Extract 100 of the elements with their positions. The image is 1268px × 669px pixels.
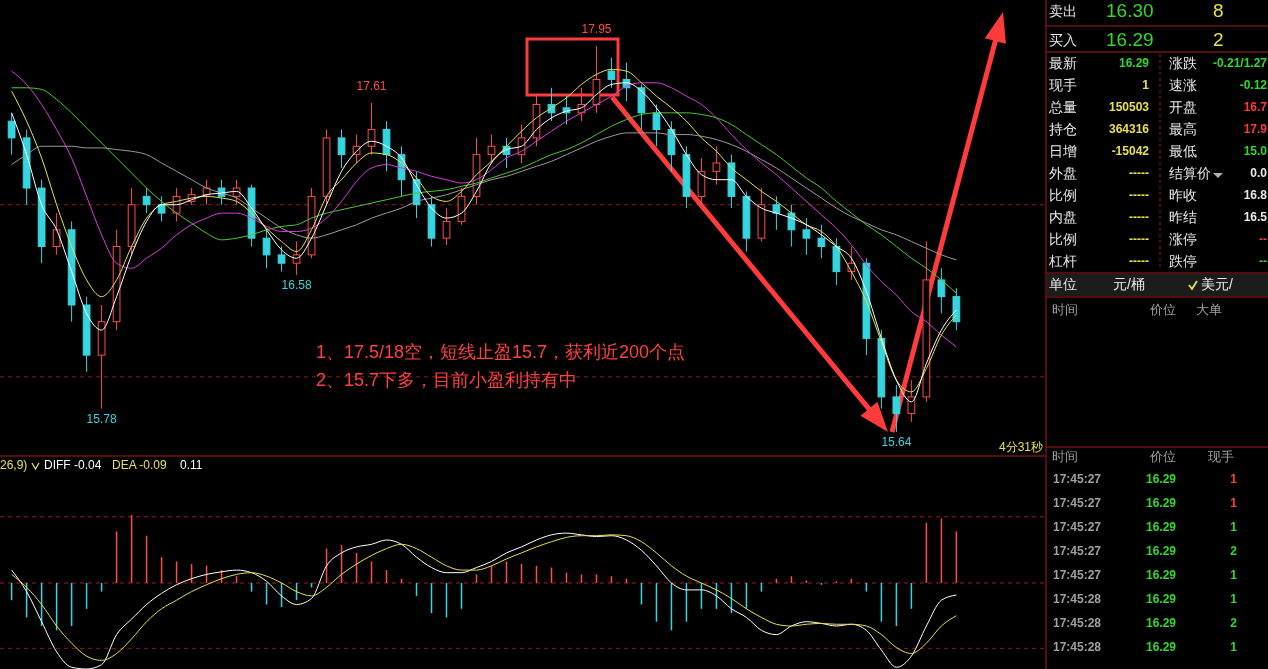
text: -----	[1129, 210, 1149, 225]
text: 150503	[1108, 100, 1150, 115]
text: 卖出	[1049, 2, 1077, 19]
text: 0.11	[180, 458, 203, 473]
annotation: 15.64	[881, 435, 912, 449]
text: 16.29	[1146, 592, 1177, 607]
text: 16.29	[1146, 640, 1177, 655]
text: 昨结	[1169, 208, 1197, 225]
text: -----	[1129, 254, 1149, 269]
chart-title: 26,9)	[0, 458, 28, 473]
text: 买入	[1049, 31, 1077, 48]
text: 17:45:28	[1053, 592, 1102, 607]
text: 昨收	[1169, 186, 1197, 203]
text: 最高	[1169, 120, 1197, 137]
text: DIFF -0.04	[44, 458, 102, 473]
text: 1	[1230, 568, 1238, 583]
candlestick	[772, 195, 781, 231]
text: 结算价	[1169, 164, 1211, 181]
text: 外盘	[1049, 164, 1077, 181]
text: 最新	[1049, 54, 1077, 71]
text: 16.29	[1146, 496, 1177, 511]
text: 现手	[1049, 76, 1077, 93]
text: 内盘	[1049, 208, 1077, 225]
text: 2	[1230, 544, 1238, 559]
text: 16.7	[1243, 100, 1268, 115]
text: -----	[1129, 166, 1149, 181]
text: 0.0	[1250, 166, 1268, 181]
candlestick	[142, 187, 151, 214]
text: 16.29	[1118, 56, 1150, 71]
text: 时间	[1052, 449, 1078, 465]
text: 1	[1230, 472, 1238, 487]
text: 最低	[1169, 142, 1197, 159]
candlestick	[787, 204, 796, 248]
text: 总量	[1048, 98, 1077, 115]
text: 1	[1230, 496, 1238, 511]
text: 价位	[1149, 302, 1176, 318]
text: 2	[1213, 29, 1224, 51]
text: DEA -0.09	[112, 458, 167, 473]
candlestick	[652, 103, 661, 147]
text: 16.29	[1146, 520, 1177, 535]
text: 4分31秒	[998, 440, 1043, 455]
candlestick	[262, 229, 271, 269]
text: -0.12	[1239, 78, 1268, 93]
text: 16.29	[1146, 472, 1177, 487]
text: 美元/	[1201, 275, 1233, 292]
text: 17:45:27	[1053, 472, 1102, 487]
text: 8	[1213, 0, 1224, 22]
text: 17:45:28	[1053, 616, 1102, 631]
candlestick	[442, 207, 451, 246]
text: 现手	[1208, 449, 1234, 465]
text: 2	[1230, 616, 1238, 631]
text: 16.30	[1106, 0, 1154, 22]
candlestick	[817, 224, 826, 259]
text: 比例	[1049, 186, 1077, 203]
text: --	[1259, 254, 1267, 269]
candlestick	[277, 246, 286, 273]
text: 大单	[1196, 302, 1222, 318]
candlestick	[337, 129, 346, 169]
text: -----	[1129, 188, 1149, 203]
text: -----	[1129, 232, 1149, 247]
candlestick	[802, 217, 811, 256]
candlestick	[892, 384, 901, 433]
text: 时间	[1052, 302, 1078, 318]
candlestick	[937, 267, 946, 314]
candlestick	[157, 195, 166, 222]
text: 17:45:27	[1053, 496, 1102, 511]
text: 17:45:27	[1053, 520, 1102, 535]
text: 速涨	[1169, 76, 1197, 93]
text: 1	[1230, 520, 1238, 535]
annotation: 16.58	[281, 277, 312, 292]
annotation: 17.95	[581, 22, 612, 36]
text: 16.29	[1146, 568, 1177, 583]
text: 16.29	[1146, 616, 1177, 631]
candlestick	[7, 112, 16, 156]
text: 16.29	[1106, 29, 1154, 51]
text: 16.29	[1146, 544, 1177, 559]
text: 364316	[1108, 122, 1150, 137]
candlestick	[907, 379, 916, 423]
candlestick	[52, 212, 61, 256]
candlestick	[367, 102, 376, 156]
annotation: 1、17.5/18空，短线止盈15.7，获利近200个点	[316, 341, 686, 362]
text: 15.0	[1243, 144, 1268, 159]
text: 元/桶	[1113, 275, 1145, 292]
text: -0.21/1.27	[1212, 56, 1268, 71]
text: 16.5	[1243, 210, 1268, 225]
text: -15042	[1111, 144, 1150, 159]
text: 持仓	[1049, 120, 1077, 137]
text: 17.9	[1243, 122, 1268, 137]
text: 1	[1142, 78, 1150, 93]
text: 1	[1230, 640, 1238, 655]
text: 16.8	[1243, 188, 1268, 203]
candlestick	[232, 179, 241, 206]
text: 1	[1230, 592, 1238, 607]
text: 日增	[1049, 142, 1077, 159]
candlestick	[712, 145, 721, 186]
text: 单位	[1049, 275, 1077, 292]
text: 17:45:27	[1053, 568, 1102, 583]
annotation: 2、15.7下多，目前小盈利持有中	[316, 369, 578, 390]
text: 跌停	[1169, 252, 1197, 269]
annotation: 17.61	[356, 78, 387, 93]
